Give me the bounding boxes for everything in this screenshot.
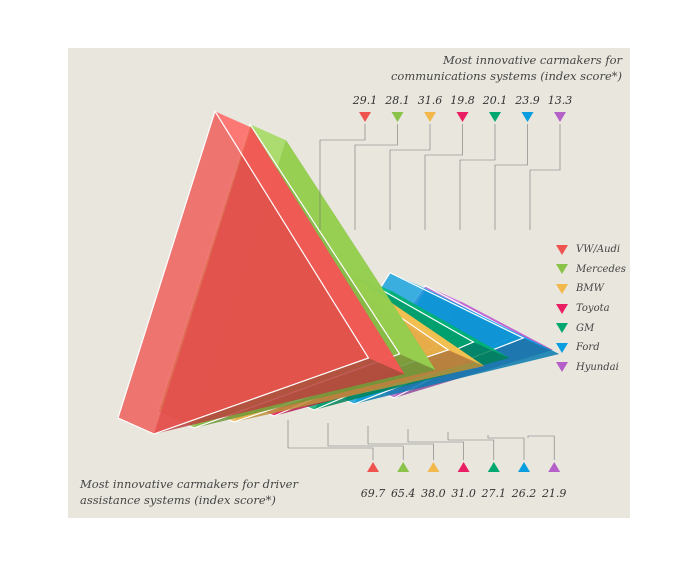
legend-label: Mercedes: [576, 263, 626, 275]
legend-label: GM: [576, 322, 595, 334]
top-connector-gm: [459, 124, 496, 230]
bottom-marker-gm: [487, 462, 500, 472]
bottom-label-vw-audi: 69.7: [361, 487, 386, 500]
legend-label: BMW: [576, 283, 604, 295]
top-connector-hyundai: [529, 124, 561, 230]
prism-vw-audi: [117, 109, 370, 435]
bottom-connector-hyundai: [527, 435, 555, 460]
chart-title-communications: Most innovative carmakers for communicat…: [390, 53, 622, 83]
legend: VW/Audi Mercedes BMW Toyota GM Ford Hyundai: [556, 240, 626, 377]
top-marker-mercedes: [391, 112, 404, 122]
legend-label: Hyundai: [576, 361, 619, 373]
top-marker-gm: [489, 112, 501, 122]
legend-item-gm: GM: [556, 318, 626, 338]
bottom-marker-hyundai: [548, 462, 561, 472]
bottom-connector-toyota: [407, 429, 464, 460]
top-marker-hyundai: [554, 112, 566, 122]
top-connector-vw-audi: [319, 124, 366, 230]
bottom-connector-bmw: [367, 426, 434, 460]
prism-edge-hyundai: [425, 285, 553, 350]
bottom-marker-mercedes: [397, 462, 410, 472]
bottom-label-bmw: 38.0: [421, 487, 446, 500]
bottom-connector-ford: [487, 435, 525, 460]
legend-marker-gm: [556, 323, 568, 334]
legend-marker-vw-audi: [556, 244, 568, 255]
legend-label: VW/Audi: [576, 244, 621, 256]
legend-marker-hyundai: [556, 362, 568, 373]
top-marker-toyota: [456, 112, 469, 122]
legend-marker-toyota: [556, 303, 568, 314]
chart-title-driver-assistance: Most innovative carmakers for driver ass…: [80, 477, 298, 507]
prism-edge-gm: [355, 274, 510, 358]
legend-marker-ford: [556, 342, 568, 353]
bottom-connector-mercedes: [327, 423, 404, 460]
prism-edge-vw-audi: [215, 111, 405, 374]
top-label-mercedes: 28.1: [384, 94, 410, 107]
legend-item-vw-audi: VW/Audi: [556, 240, 626, 260]
legend-item-ford: Ford: [556, 338, 626, 358]
legend-item-bmw: BMW: [556, 279, 626, 299]
legend-marker-bmw: [556, 283, 568, 294]
top-label-ford: 23.9: [514, 94, 540, 107]
legend-item-hyundai: Hyundai: [556, 358, 626, 378]
bottom-label-ford: 26.2: [511, 487, 537, 500]
legend-label: Ford: [576, 342, 600, 354]
top-connector-mercedes: [354, 124, 398, 230]
top-connector-ford: [494, 124, 528, 230]
top-label-hyundai: 13.3: [548, 94, 573, 107]
top-marker-ford: [521, 112, 534, 122]
bottom-connector-vw-audi: [287, 420, 374, 460]
top-label-gm: 20.1: [482, 94, 508, 107]
bottom-marker-vw-audi: [367, 462, 379, 472]
top-connector-toyota: [424, 124, 463, 230]
bottom-marker-ford: [518, 462, 530, 472]
top-marker-vw-audi: [359, 112, 371, 122]
top-label-bmw: 31.6: [418, 94, 443, 107]
legend-label: Toyota: [576, 303, 610, 315]
legend-item-mercedes: Mercedes: [556, 260, 626, 280]
top-label-toyota: 19.8: [450, 94, 475, 107]
legend-marker-mercedes: [556, 264, 568, 275]
bottom-marker-bmw: [427, 462, 440, 472]
bottom-label-mercedes: 65.4: [391, 487, 416, 500]
bottom-connector-gm: [447, 432, 495, 460]
top-marker-bmw: [424, 112, 436, 122]
prism-edge-mercedes: [250, 124, 436, 371]
bottom-label-gm: 27.1: [481, 487, 507, 500]
top-connector-bmw: [389, 124, 431, 230]
top-label-vw-audi: 29.1: [352, 94, 378, 107]
bottom-label-toyota: 31.0: [451, 487, 476, 500]
legend-item-toyota: Toyota: [556, 299, 626, 319]
bottom-marker-toyota: [457, 462, 470, 472]
bottom-label-hyundai: 21.9: [541, 487, 567, 500]
